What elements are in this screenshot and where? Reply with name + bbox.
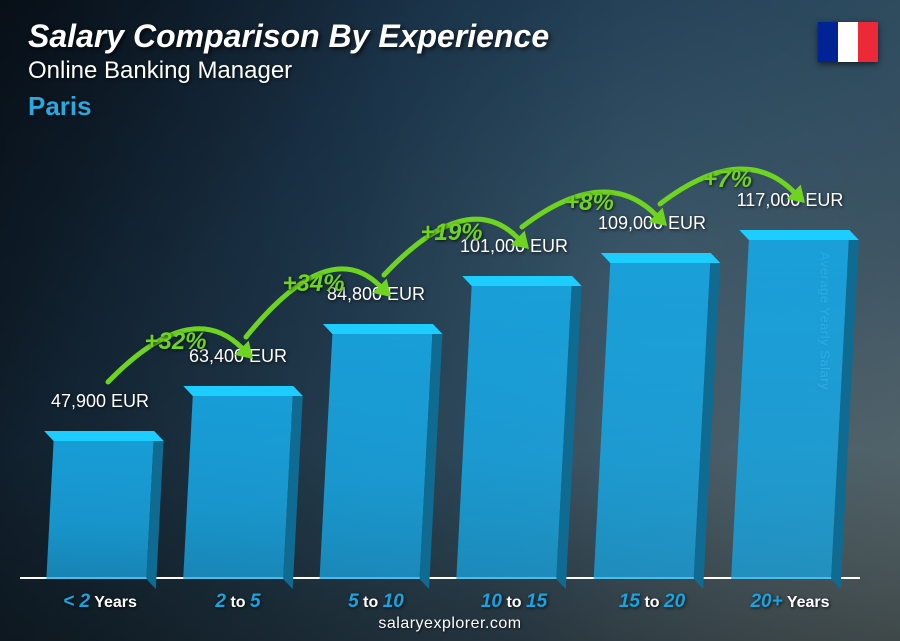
bar-category-label: 15 to 20 [577,591,727,613]
bar [320,333,433,579]
growth-arc-label: +8% [550,189,630,217]
bar-group: 109,000 EUR15 to 20 [592,202,712,579]
bar [594,262,711,579]
bar-category-label: 5 to 10 [301,591,451,613]
bar-category-label: 2 to 5 [163,591,313,613]
bar-category-label: 10 to 15 [439,591,589,613]
bar-group: 47,900 EUR< 2 Years [40,380,160,579]
infographic-stage: Salary Comparison By Experience Online B… [0,0,900,641]
bar-category-label: 20+ Years [715,591,865,613]
growth-arc: +7% [645,126,820,219]
growth-arc-label: +34% [274,270,354,298]
chart-area: 47,900 EUR< 2 Years63,400 EUR2 to 584,80… [0,0,900,641]
bar [46,440,153,579]
growth-arc-label: +19% [412,219,492,247]
bar-category-label: < 2 Years [25,591,175,613]
growth-arc-label: +32% [136,328,216,356]
bar-group: 117,000 EUR20+ Years [730,179,850,579]
growth-arc-label: +7% [688,166,768,194]
bar [456,285,571,579]
bar [731,239,849,579]
watermark: salaryexplorer.com [0,615,900,633]
bar [183,395,293,579]
